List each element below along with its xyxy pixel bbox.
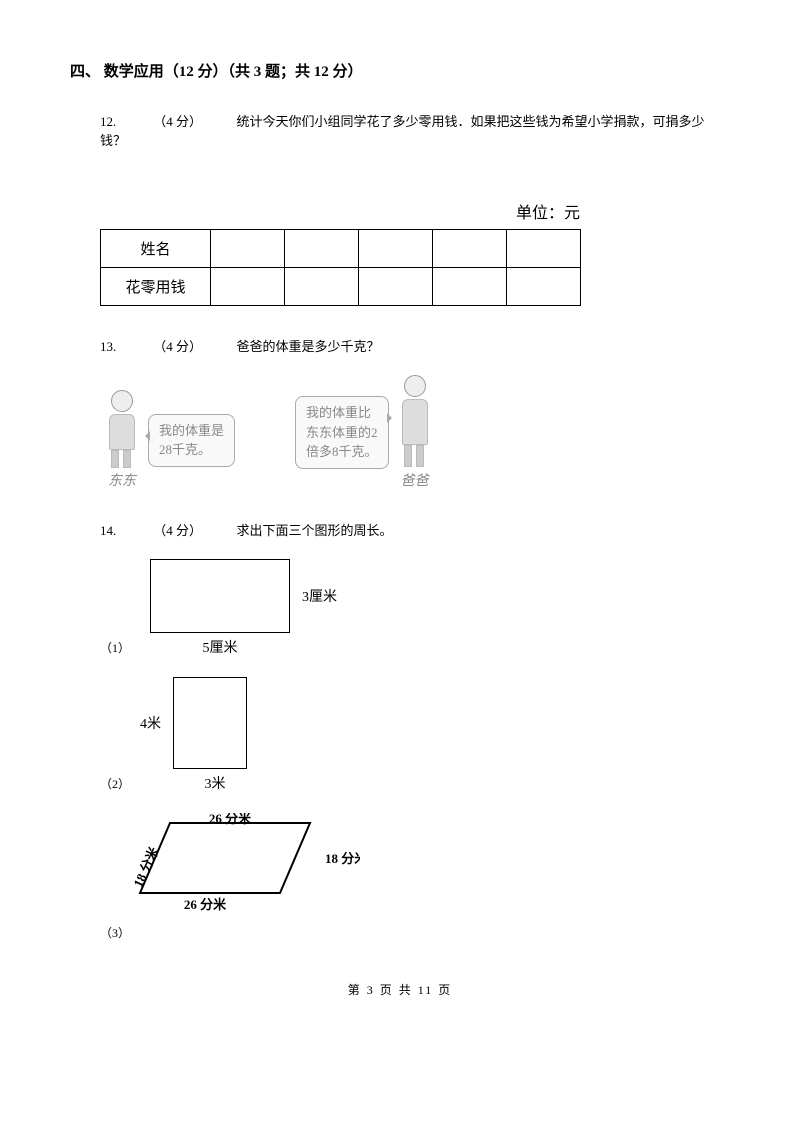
parallelogram-poly <box>140 823 310 893</box>
sub2-label: （2） <box>100 775 178 792</box>
rect1-height-label: 3厘米 <box>302 586 337 606</box>
cell-money-label: 花零用钱 <box>101 268 211 306</box>
table-row: 姓名 <box>101 230 581 268</box>
q14-number: 14. <box>100 523 150 539</box>
section-header: 四、 数学应用（12 分）（共 3 题；共 12 分） <box>70 60 730 81</box>
q13-illustration: 东东 我的体重是 28千克。 我的体重比 东东体重的2 倍多8千克。 爸爸 <box>100 375 730 490</box>
q12-points: （4 分） <box>153 111 233 130</box>
q12-unit: 单位：元 <box>100 199 580 223</box>
rect2-height-label: 4米 <box>140 713 161 733</box>
page-footer: 第 3 页 共 11 页 <box>70 981 730 998</box>
para-top-label: 26 分米 <box>209 813 252 826</box>
parallelogram-shape: 26 分米 18 分米 18 分米 26 分米 <box>130 813 360 913</box>
para-right-label: 18 分米 <box>325 851 360 866</box>
bubble-line: 倍多8千克。 <box>306 442 378 462</box>
rectangle-shape <box>150 559 290 633</box>
cell-empty <box>507 268 581 306</box>
cell-empty <box>507 230 581 268</box>
q14-sub1: 3厘米 （1） 5厘米 <box>100 559 730 657</box>
bubble-line: 我的体重比 <box>306 403 378 423</box>
dad-name: 爸爸 <box>393 470 437 490</box>
q14-sub2: 4米 （2） 3米 <box>100 677 730 793</box>
q13-number: 13. <box>100 339 150 355</box>
cell-empty <box>359 268 433 306</box>
rectangle-shape <box>173 677 247 769</box>
q14-header: 14. （4 分） 求出下面三个图形的周长。 <box>100 520 730 539</box>
para-bottom-label: 26 分米 <box>184 897 227 912</box>
cell-empty <box>285 268 359 306</box>
dongdong-name: 东东 <box>100 470 144 490</box>
sub1-label: （1） <box>100 639 150 656</box>
cell-empty <box>359 230 433 268</box>
character-dad: 我的体重比 东东体重的2 倍多8千克。 爸爸 <box>295 375 437 490</box>
speech-bubble-dongdong: 我的体重是 28千克。 <box>148 414 235 467</box>
para-left-label: 18 分米 <box>130 844 162 890</box>
cell-empty <box>211 268 285 306</box>
bubble-line: 东东体重的2 <box>306 423 378 443</box>
question-12: 12. （4 分） 统计今天你们小组同学花了多少零用钱．如果把这些钱为希望小学捐… <box>100 111 730 306</box>
q13-header: 13. （4 分） 爸爸的体重是多少千克？ <box>100 336 730 355</box>
q12-number: 12. <box>100 114 150 130</box>
character-dongdong: 东东 我的体重是 28千克。 <box>100 390 235 490</box>
question-13: 13. （4 分） 爸爸的体重是多少千克？ 东东 我的体重是 28千克。 我的体… <box>100 336 730 490</box>
cell-empty <box>433 268 507 306</box>
q12-header: 12. （4 分） 统计今天你们小组同学花了多少零用钱．如果把这些钱为希望小学捐… <box>100 111 730 149</box>
bubble-line: 我的体重是 <box>159 421 224 441</box>
q14-text: 求出下面三个图形的周长。 <box>237 523 393 538</box>
speech-bubble-dad: 我的体重比 东东体重的2 倍多8千克。 <box>295 396 389 469</box>
q14-points: （4 分） <box>153 520 233 539</box>
q14-sub3: 26 分米 18 分米 18 分米 26 分米 （3） <box>100 813 730 941</box>
bubble-line: 28千克。 <box>159 440 224 460</box>
man-icon <box>393 375 437 470</box>
question-14: 14. （4 分） 求出下面三个图形的周长。 3厘米 （1） 5厘米 4米 （2… <box>100 520 730 941</box>
rect2-width-label: 3米 <box>178 773 252 793</box>
table-row: 花零用钱 <box>101 268 581 306</box>
q12-table: 姓名 花零用钱 <box>100 229 581 306</box>
sub3-label: （3） <box>100 924 730 941</box>
cell-empty <box>285 230 359 268</box>
q13-text: 爸爸的体重是多少千克？ <box>237 339 380 354</box>
cell-empty <box>211 230 285 268</box>
rect1-width-label: 5厘米 <box>150 637 290 657</box>
cell-empty <box>433 230 507 268</box>
boy-icon <box>100 390 144 470</box>
q13-points: （4 分） <box>153 336 233 355</box>
cell-name-label: 姓名 <box>101 230 211 268</box>
